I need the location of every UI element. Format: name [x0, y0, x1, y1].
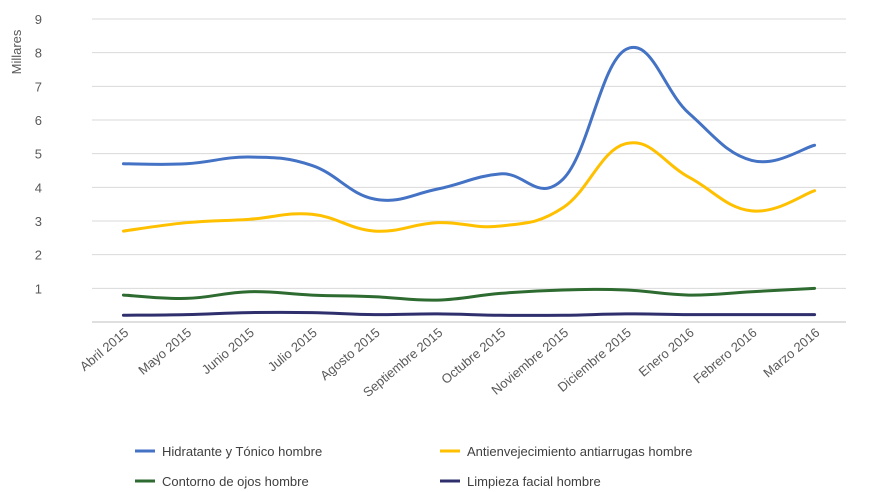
- series-line-4: [121, 310, 817, 317]
- x-tick-label: Enero 2016: [636, 325, 697, 380]
- x-tick-label: Julio 2015: [265, 325, 320, 375]
- y-tick-label: 1: [35, 281, 42, 296]
- y-tick-label: 7: [35, 79, 42, 94]
- legend: Hidratante y Tónico hombre Antienvejecimi…: [135, 444, 692, 489]
- legend-label: Contorno de ojos hombre: [162, 474, 309, 489]
- legend-label: Hidratante y Tónico hombre: [162, 444, 322, 459]
- y-tick-label: 9: [35, 12, 42, 27]
- y-tick-label: 4: [35, 180, 42, 195]
- series-line-3: [121, 286, 817, 302]
- x-tick-label: Febrero 2016: [690, 325, 759, 387]
- x-tick-label: Junio 2015: [199, 325, 257, 377]
- x-tick-label: Abril 2015: [77, 325, 131, 374]
- series-lines: [121, 45, 817, 317]
- x-tick-label: Marzo 2016: [760, 325, 822, 381]
- series-line-2: [121, 141, 817, 233]
- x-tick-label: Mayo 2015: [135, 325, 194, 378]
- y-tick-label: 2: [35, 248, 42, 263]
- y-axis-title: Millares: [9, 29, 24, 74]
- legend-label: Limpieza facial hombre: [467, 474, 601, 489]
- y-tick-label: 8: [35, 46, 42, 61]
- x-tick-label: Agosto 2015: [317, 325, 383, 383]
- series-line-1: [121, 45, 817, 202]
- legend-label: Antienvejecimiento antiarrugas hombre: [467, 444, 692, 459]
- y-tick-label: 5: [35, 147, 42, 162]
- y-tick-label: 6: [35, 113, 42, 128]
- y-axis-ticks: 1 2 3 4 5 6 7 8 9: [35, 12, 42, 296]
- x-axis-ticks: Abril 2015 Mayo 2015 Junio 2015 Julio 2015A…: [77, 325, 823, 400]
- y-tick-label: 3: [35, 214, 42, 229]
